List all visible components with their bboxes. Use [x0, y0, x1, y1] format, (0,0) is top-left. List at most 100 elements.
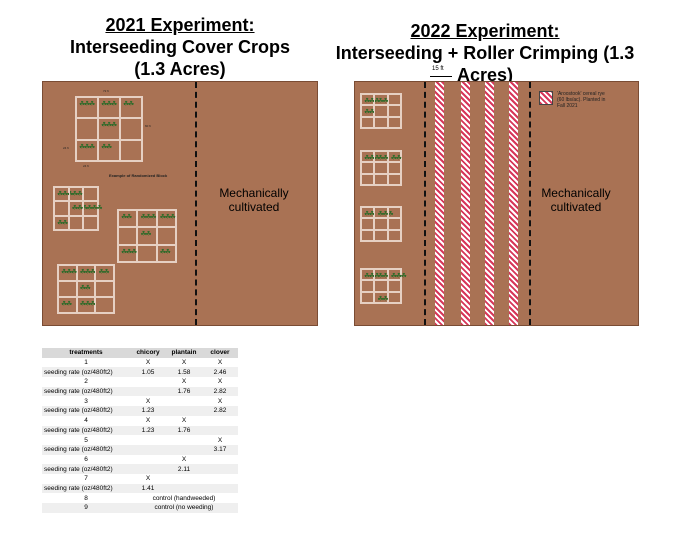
- plot-cell: ☘ ☘ ☘: [76, 97, 98, 119]
- plant-icon: ☘: [121, 248, 128, 256]
- table-row: seeding rate (oz/480ft2) 1.76 2.82: [42, 386, 238, 397]
- plant-icon: ☘: [101, 101, 108, 108]
- plot-cell: ☘ ☘ ☘: [83, 201, 103, 216]
- plant-icon: ☘: [374, 98, 381, 105]
- dim-bottom: 24 ft: [83, 164, 89, 168]
- plot-cell: [387, 173, 401, 185]
- plot-cell: ☘ ☘ ☘: [68, 201, 88, 216]
- plant-icon: ☘: [377, 98, 384, 105]
- table-cell: [130, 435, 166, 445]
- plot-cell: [387, 229, 401, 241]
- plant-icon: ☘: [150, 214, 157, 221]
- plot-cell: ☘ ☘ ☘: [361, 269, 380, 281]
- plant-icon: ☘: [374, 273, 381, 280]
- plot-cell: [374, 105, 388, 117]
- table-cell: X: [217, 378, 223, 386]
- randomized-block: ☘ ☘ ☘ ☘ ☘ ☘ ☘ ☘ ☘ ☘ ☘ ☘ ☘ ☘ ☘: [117, 209, 177, 263]
- plot-cell: [387, 116, 401, 128]
- plot-cell: ☘ ☘: [361, 105, 375, 117]
- plant-icon: ☘: [71, 205, 78, 213]
- plot-cell: [156, 227, 176, 245]
- plant-icon: ☘: [106, 122, 113, 130]
- table-cell: [166, 474, 202, 484]
- plant-icon: ☘: [387, 211, 394, 218]
- plot-cell: ☘ ☘: [156, 244, 176, 262]
- plot-cell: ☘ ☘ ☘: [76, 297, 96, 313]
- table-cell: 1: [84, 359, 88, 367]
- dim-left: 24 ft: [63, 146, 69, 150]
- plant-icon: ☘: [101, 122, 108, 130]
- plant-icon: ☘: [89, 143, 96, 151]
- randomized-block: ☘ ☘ ☘ ☘ ☘ ☘ ☘: [360, 93, 402, 129]
- plot-cell: [361, 173, 375, 185]
- rye-strip: [435, 82, 444, 325]
- table-cell: 6: [84, 455, 88, 463]
- table-row: seeding rate (oz/480ft2) 1.41: [42, 483, 238, 494]
- dashed-divider: [424, 82, 426, 325]
- plot-cell: ☘ ☘ ☘: [361, 94, 380, 106]
- plot-cell: [387, 280, 401, 292]
- table-row: 3 X X: [42, 396, 238, 406]
- plant-icon: ☘: [103, 269, 110, 276]
- table-cell: [130, 444, 166, 455]
- table-cell: seeding rate (oz/480ft2): [42, 386, 130, 397]
- plot-cell: ☘ ☘ ☘: [98, 97, 120, 119]
- plot-cell: [374, 173, 388, 185]
- legend-text: 'Aroostook' cereal rye (60 lbs/ac). Plan…: [557, 91, 606, 109]
- table-cell: 1.76: [166, 386, 202, 397]
- rye-strip: [509, 82, 518, 325]
- header-treatments: treatments: [42, 348, 130, 358]
- table-cell: [130, 464, 166, 474]
- plot-cell: ☘ ☘: [120, 97, 142, 119]
- table-cell: 1.23: [130, 406, 166, 416]
- randomized-block: ☘ ☘ ☘ ☘ ☘ ☘ ☘ ☘ ☘ ☘ ☘ ☘ ☘: [53, 186, 103, 231]
- plot-cell: ☘ ☘: [118, 210, 138, 228]
- table-cell: [202, 416, 238, 426]
- plot-cell: [361, 116, 375, 128]
- plot-cell: ☘ ☘: [58, 297, 77, 313]
- randomized-block-example: ☘ ☘ ☘ ☘ ☘ ☘ ☘ ☘ ☘ ☘ ☘ ☘ ☘ ☘ ☘ ☘: [75, 96, 143, 162]
- block-caption: Example of Randomized Block: [109, 173, 168, 178]
- plot-cell: [361, 229, 375, 241]
- plant-icon: ☘: [377, 273, 384, 280]
- plot-cell: [374, 218, 388, 230]
- table-row: seeding rate (oz/480ft2) 3.17: [42, 444, 238, 455]
- plant-icon: ☘: [96, 205, 103, 213]
- plant-icon: ☘: [128, 101, 135, 108]
- plant-icon: ☘: [57, 191, 64, 198]
- table-row: 2 X X: [42, 377, 238, 387]
- plant-icon: ☘: [79, 101, 86, 108]
- plot-cell: [95, 281, 114, 297]
- plot-cell: [120, 139, 142, 161]
- mech-cultivated-label: Mechanically cultivated: [219, 186, 289, 214]
- plant-icon: ☘: [66, 269, 73, 276]
- plot-cell: ☘ ☘: [387, 151, 402, 163]
- scale-bar: [430, 76, 452, 77]
- table-row: 1 X X X: [42, 358, 238, 368]
- table-row: 8 control (handweeded): [42, 493, 238, 503]
- table-cell: [202, 464, 238, 474]
- randomized-block: ☘ ☘ ☘ ☘ ☘ ☘ ☘ ☘ ☘ ☘: [360, 268, 407, 304]
- table-cell: seeding rate (oz/480ft2): [42, 367, 130, 378]
- plot-cell: ☘ ☘ ☘: [374, 207, 394, 219]
- plot-cell: [374, 162, 388, 174]
- plot-cell: ☘ ☘: [374, 291, 389, 303]
- header-clover: clover: [202, 348, 238, 358]
- plant-icon: ☘: [57, 219, 64, 227]
- table-row: 9 control (no weeding): [42, 503, 238, 513]
- plant-icon: ☘: [377, 155, 384, 162]
- plant-icon: ☘: [121, 214, 128, 221]
- plant-icon: ☘: [390, 155, 397, 162]
- table-cell: 1.58: [166, 367, 202, 378]
- table-cell: [202, 455, 238, 465]
- plant-icon: ☘: [364, 155, 371, 162]
- table-cell: X: [217, 436, 223, 444]
- plant-icon: ☘: [131, 248, 138, 256]
- plant-icon: ☘: [382, 273, 389, 280]
- plant-icon: ☘: [98, 269, 105, 276]
- table-cell: [202, 474, 238, 484]
- table-cell: X: [181, 359, 187, 367]
- table-cell: [130, 455, 166, 465]
- table-cell: 5: [84, 436, 88, 444]
